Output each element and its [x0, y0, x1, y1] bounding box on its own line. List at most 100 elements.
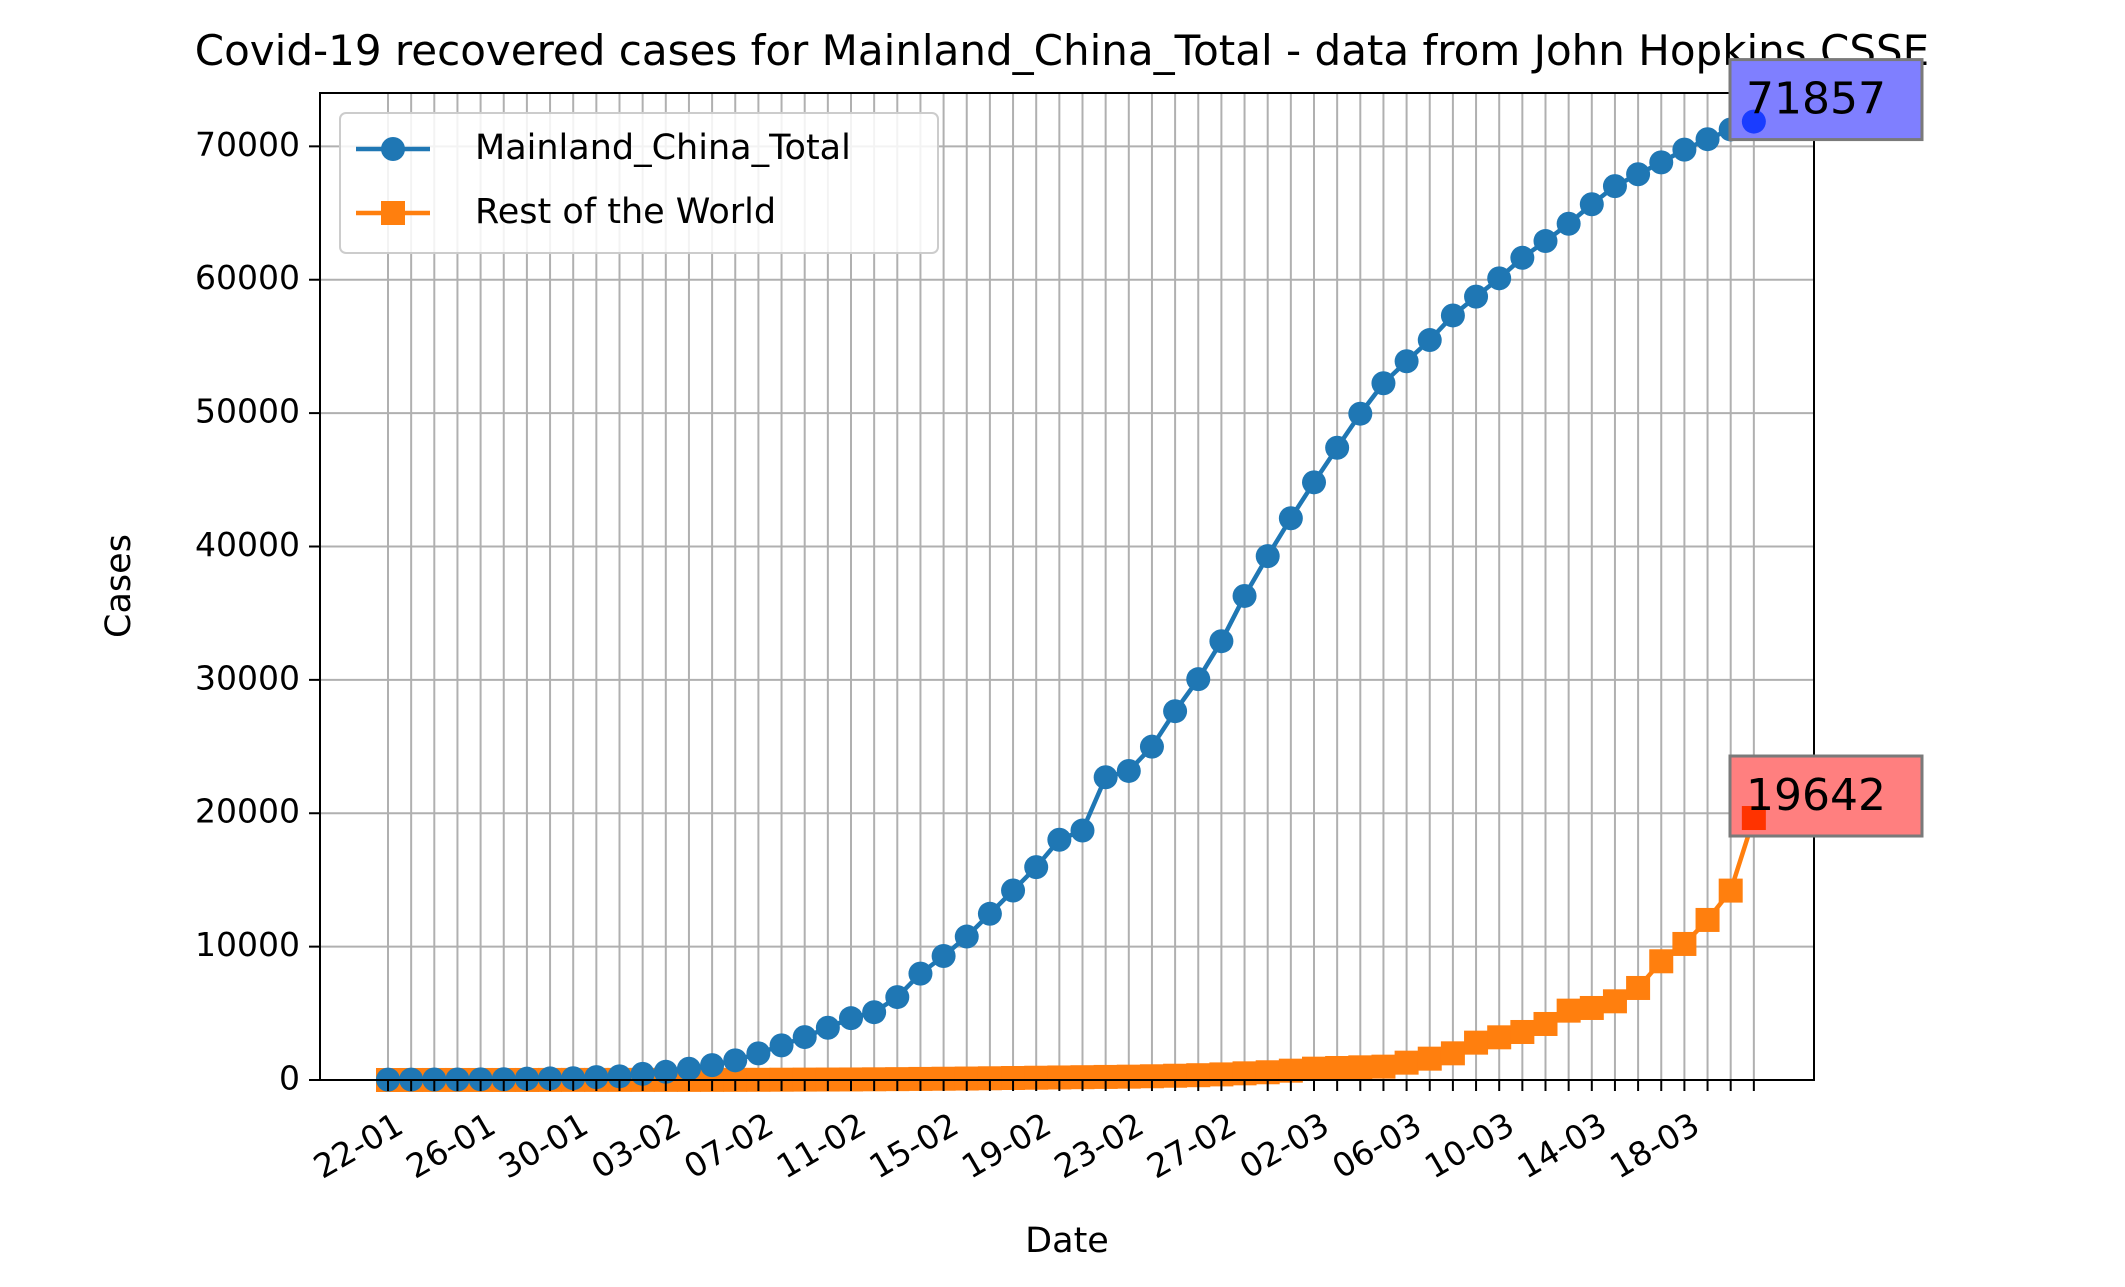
y-tick-label: 50000: [195, 392, 300, 431]
data-point: [1325, 1055, 1350, 1080]
data-point: [1579, 995, 1604, 1020]
y-tick-label: 60000: [195, 258, 300, 297]
data-point: [792, 1025, 817, 1050]
data-point: [1695, 907, 1720, 932]
data-point: [1510, 245, 1535, 270]
data-point: [1649, 949, 1674, 974]
y-tick-label: 70000: [195, 125, 300, 164]
data-point: [1440, 1041, 1465, 1066]
legend-label: Mainland_China_Total: [475, 128, 851, 168]
x-tick-label: 11-02: [770, 1105, 873, 1187]
x-axis-label: Date: [1025, 1221, 1109, 1261]
data-point: [1533, 229, 1558, 254]
data-point: [1556, 211, 1581, 236]
data-point: [839, 1006, 863, 1031]
data-point: [700, 1053, 725, 1078]
data-point: [1672, 137, 1697, 162]
legend-box: [339, 112, 939, 254]
legend-label: Rest of the World: [475, 192, 776, 232]
x-tick-label: 06-03: [1325, 1105, 1428, 1187]
data-point: [676, 1056, 701, 1081]
value-callout-text: 19642: [1746, 770, 1886, 821]
legend-swatch-marker: [381, 137, 405, 161]
series-line: [387, 119, 1755, 1082]
data-point: [1047, 827, 1072, 852]
data-point: [862, 1000, 887, 1025]
x-tick-label: 26-01: [399, 1105, 502, 1187]
data-point: [1533, 1011, 1558, 1036]
data-point: [1695, 127, 1720, 152]
x-tick-label: 30-01: [492, 1105, 595, 1187]
data-point: [1278, 506, 1303, 531]
data-point: [908, 961, 933, 986]
data-point: [1371, 1054, 1396, 1079]
data-point: [1232, 583, 1257, 608]
value-callout-box: [1728, 58, 1924, 142]
data-point: [723, 1048, 748, 1073]
y-tick-label: 10000: [195, 925, 300, 964]
data-point: [561, 1066, 586, 1091]
data-point: [1139, 734, 1164, 759]
data-point: [1209, 629, 1234, 654]
legend: Mainland_China_Total Rest of the World: [339, 112, 939, 254]
data-point: [815, 1015, 840, 1040]
data-point: [1070, 818, 1095, 843]
plot-frame: [319, 92, 1815, 1081]
data-point: [1649, 150, 1674, 175]
x-tick-label: 19-02: [955, 1105, 1058, 1187]
data-point: [653, 1059, 678, 1084]
value-callout-text: 71857: [1746, 74, 1886, 125]
data-point: [1371, 371, 1396, 396]
x-tick-label: 02-03: [1233, 1105, 1336, 1187]
data-point: [1163, 699, 1188, 724]
x-tick-label: 18-03: [1603, 1105, 1706, 1187]
y-tick-label: 20000: [195, 792, 300, 831]
x-tick-label: 15-02: [862, 1105, 965, 1187]
data-point: [1348, 401, 1373, 426]
data-point: [584, 1065, 609, 1090]
data-point: [1626, 162, 1651, 187]
data-point: [1626, 975, 1651, 1000]
data-point: [1417, 1046, 1442, 1071]
y-tick-label: 0: [279, 1059, 300, 1098]
data-point: [1440, 303, 1465, 328]
data-point: [1302, 1056, 1326, 1081]
data-point: [1394, 1050, 1419, 1075]
data-point: [1602, 989, 1627, 1014]
data-point: [1602, 174, 1627, 199]
data-point: [607, 1064, 632, 1089]
x-tick-label: 07-02: [677, 1105, 780, 1187]
y-axis-label: Cases: [99, 534, 139, 638]
data-point: [1464, 284, 1489, 309]
data-point: [1718, 878, 1743, 903]
data-point: [1278, 1058, 1303, 1083]
x-tick-label: 14-03: [1511, 1105, 1614, 1187]
x-tick-label: 23-02: [1048, 1105, 1151, 1187]
last-point-marker: [1741, 109, 1766, 134]
data-point: [1464, 1030, 1489, 1055]
data-point: [1116, 758, 1141, 783]
data-point: [514, 1066, 539, 1091]
data-point: [954, 924, 979, 949]
data-point: [1024, 855, 1049, 880]
series-line: [387, 817, 1756, 1083]
chart-title: Covid-19 recovered cases for Mainland_Ch…: [195, 26, 1929, 75]
data-point: [1510, 1019, 1535, 1044]
data-point: [931, 943, 956, 968]
x-tick-label: 22-01: [307, 1105, 410, 1187]
data-point: [746, 1041, 771, 1066]
data-point: [1579, 192, 1604, 217]
data-point: [1417, 328, 1442, 353]
data-point: [769, 1033, 794, 1058]
legend-swatch-marker: [381, 201, 405, 225]
data-point: [1348, 1055, 1373, 1080]
data-point: [1487, 1025, 1512, 1050]
x-tick-label: 10-03: [1418, 1105, 1521, 1187]
data-point: [977, 901, 1002, 926]
data-point: [1302, 470, 1326, 495]
data-point: [1556, 998, 1581, 1023]
data-point: [1093, 765, 1118, 790]
annotations: 71857 19642: [1728, 58, 1924, 838]
data-point: [538, 1066, 563, 1091]
